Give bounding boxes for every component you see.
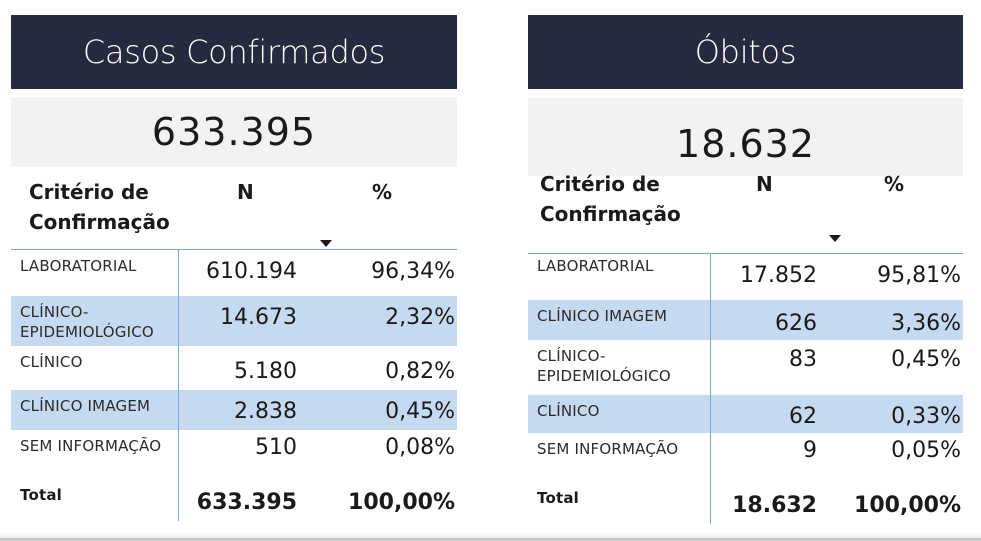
cell-total-label: Total: [11, 485, 179, 521]
table-row[interactable]: LABORATORIAL 17.852 95,81%: [528, 254, 963, 300]
column-header-n[interactable]: N: [756, 172, 773, 196]
cell-pct: 0,33%: [817, 395, 963, 433]
total-row: Total 633.395 100,00%: [11, 485, 457, 521]
panel-title: Óbitos: [528, 15, 963, 89]
sort-descending-icon[interactable]: [320, 240, 332, 247]
cell-n: 2.838: [179, 390, 297, 430]
column-header-criterio[interactable]: Critério de Confirmação: [540, 172, 681, 226]
cell-criterio: CLÍNICO: [11, 346, 179, 390]
column-header-pct[interactable]: %: [372, 180, 393, 204]
cell-n: 62: [711, 395, 817, 433]
cell-n: 5.180: [234, 359, 297, 384]
sort-descending-icon[interactable]: [829, 235, 841, 242]
cell-criterio: CLÍNICO-EPIDEMIOLÓGICO: [11, 296, 179, 346]
cell-total-label: Total: [528, 488, 711, 524]
cell-total-n: 633.395: [196, 490, 297, 515]
table-row[interactable]: CLÍNICO IMAGEM 2.838 0,45%: [11, 390, 457, 430]
cell-pct: 0,82%: [385, 359, 455, 384]
cell-pct: 96,34%: [371, 259, 455, 284]
table-body: LABORATORIAL 610.194 96,34% CLÍNICO-EPID…: [11, 249, 457, 521]
criteria-table: Critério de Confirmação N % LABORATORIAL…: [528, 172, 963, 524]
cell-criterio: SEM INFORMAÇÃO: [11, 430, 179, 485]
page-bottom-edge: [0, 532, 981, 541]
cell-pct: 0,08%: [385, 435, 455, 460]
casos-confirmados-panel: Casos Confirmados 633.395 Critério de Co…: [11, 15, 457, 521]
cell-pct: 0,45%: [891, 347, 961, 372]
table-row[interactable]: SEM INFORMAÇÃO 9 0,05%: [528, 433, 963, 488]
table-header: Critério de Confirmação N %: [528, 172, 963, 253]
table-row[interactable]: CLÍNICO-EPIDEMIOLÓGICO 83 0,45%: [528, 340, 963, 395]
table-row[interactable]: SEM INFORMAÇÃO 510 0,08%: [11, 430, 457, 485]
cell-total-pct: 100,00%: [854, 493, 961, 518]
kpi-value: 633.395: [11, 97, 457, 167]
table-row[interactable]: CLÍNICO 62 0,33%: [528, 395, 963, 433]
cell-criterio: CLÍNICO IMAGEM: [11, 390, 179, 430]
cell-pct: 95,81%: [877, 263, 961, 288]
cell-total-pct: 100,00%: [348, 490, 455, 515]
cell-n: 17.852: [740, 263, 817, 288]
table-header: Critério de Confirmação N %: [11, 167, 457, 249]
page-bottom-divider: [0, 538, 981, 541]
table-row[interactable]: LABORATORIAL 610.194 96,34%: [11, 250, 457, 296]
column-header-criterio[interactable]: Critério de Confirmação: [29, 180, 170, 234]
cell-pct: 3,36%: [817, 300, 963, 340]
cell-total-n: 18.632: [732, 493, 817, 518]
cell-criterio: LABORATORIAL: [528, 254, 711, 300]
cell-pct: 0,05%: [891, 438, 961, 463]
panel-title: Casos Confirmados: [11, 15, 457, 89]
criteria-table: Critério de Confirmação N % LABORATORIAL…: [11, 167, 457, 521]
cell-criterio: CLÍNICO IMAGEM: [528, 300, 711, 340]
cell-n: 9: [803, 438, 817, 463]
table-row[interactable]: CLÍNICO-EPIDEMIOLÓGICO 14.673 2,32%: [11, 296, 457, 346]
cell-criterio: SEM INFORMAÇÃO: [528, 433, 711, 488]
column-header-n[interactable]: N: [237, 180, 254, 204]
cell-n: 610.194: [206, 259, 297, 284]
obitos-panel: Óbitos 18.632 Critério de Confirmação N …: [528, 15, 963, 524]
cell-n: 626: [711, 300, 817, 340]
cell-n: 14.673: [179, 296, 297, 346]
table-body: LABORATORIAL 17.852 95,81% CLÍNICO IMAGE…: [528, 253, 963, 524]
total-row: Total 18.632 100,00%: [528, 488, 963, 524]
table-row[interactable]: CLÍNICO IMAGEM 626 3,36%: [528, 300, 963, 340]
cell-pct: 0,45%: [297, 390, 457, 430]
cell-pct: 2,32%: [297, 296, 457, 346]
cell-criterio: CLÍNICO: [528, 395, 711, 433]
cell-criterio: LABORATORIAL: [11, 250, 179, 296]
cell-criterio: CLÍNICO-EPIDEMIOLÓGICO: [528, 340, 711, 395]
cell-n: 83: [789, 347, 817, 372]
column-header-pct[interactable]: %: [884, 172, 905, 196]
table-row[interactable]: CLÍNICO 5.180 0,82%: [11, 346, 457, 390]
cell-n: 510: [255, 435, 297, 460]
kpi-value: 18.632: [528, 98, 963, 176]
